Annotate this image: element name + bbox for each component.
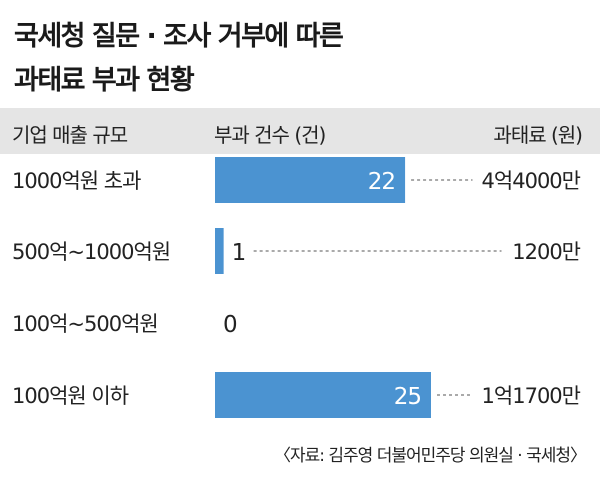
category-label: 1000억원 초과 (12, 169, 141, 193)
header-company-size: 기업 매출 규모 (12, 123, 128, 147)
fine-label: 1억1700만 (482, 384, 581, 408)
category-label: 500억~1000억원 (12, 240, 170, 264)
category-label: 100억~500억원 (12, 312, 158, 336)
chart-title-line-1: 국세청 질문 · 조사 거부에 따른 (14, 21, 344, 52)
table-header: 기업 매출 규모 부과 건수 (건) 과태료 (원) (0, 108, 600, 154)
source-note: 〈자료: 김주영 더불어민주당 의원실 · 국세청〉 (273, 446, 587, 466)
bar (215, 157, 406, 203)
category-label: 100억원 이하 (12, 384, 129, 408)
chart-title-line-2: 과태료 부과 현황 (14, 65, 195, 96)
bar (215, 372, 431, 418)
bar (215, 228, 224, 274)
value-label: 22 (368, 169, 395, 195)
value-label: 1 (232, 240, 246, 266)
value-label: 0 (223, 312, 237, 338)
header-case-count: 부과 건수 (건) (214, 123, 326, 147)
fine-label: 1200만 (512, 240, 580, 264)
fine-label: 4억4000만 (482, 169, 581, 193)
value-label: 25 (394, 384, 421, 410)
header-fine-amount: 과태료 (원) (493, 123, 583, 147)
